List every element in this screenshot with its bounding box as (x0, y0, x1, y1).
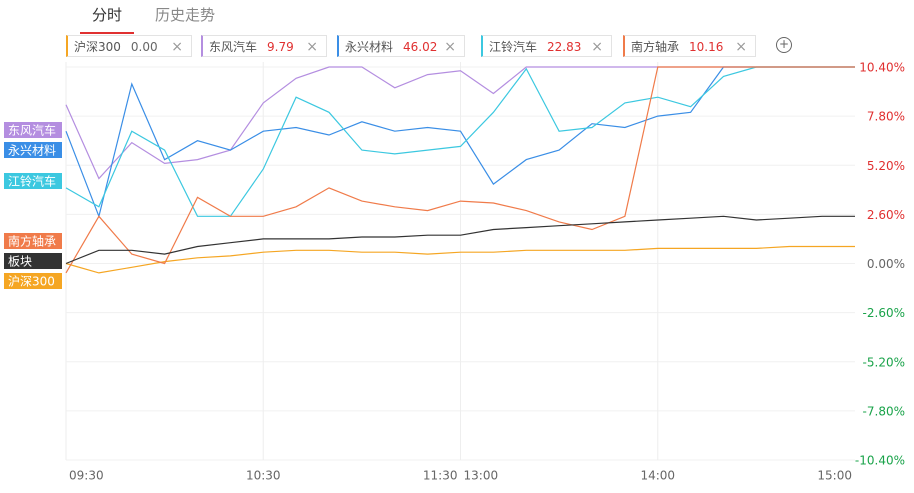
series-tag (4, 173, 62, 189)
x-tick-label: 13:00 (464, 469, 499, 483)
y-tick-label: 10.40% (859, 61, 905, 75)
legend-name: 东风汽车 (209, 40, 258, 54)
legend-item: 沪深300 0.00 × (66, 35, 192, 57)
series-line (65, 66, 855, 217)
series-tag (4, 253, 62, 269)
x-tick-label: 09:30 (69, 469, 104, 483)
series-tag (4, 142, 62, 158)
legend-price: 46.02 (403, 40, 438, 54)
x-tick-label: 11:30 (423, 469, 458, 483)
x-tick-label: 14:00 (640, 469, 675, 483)
legend-item: 江铃汽车 22.83 × (481, 35, 612, 57)
series-tag (4, 273, 62, 289)
series-tag-label: 东风汽车 (8, 123, 56, 138)
series-tag-label: 沪深300 (8, 275, 55, 289)
series-tag-label: 南方轴承 (8, 234, 56, 249)
close-button[interactable]: × (306, 39, 318, 55)
x-tick-label: 10:30 (246, 469, 281, 483)
close-button[interactable]: × (444, 39, 456, 55)
x-tick-label: 15:00 (817, 469, 852, 483)
legend-price: 22.83 (547, 40, 582, 54)
close-button[interactable]: × (735, 39, 747, 55)
y-tick-label: -10.40% (855, 454, 905, 468)
series-line (65, 215, 855, 265)
y-tick-label: -2.60% (863, 306, 905, 320)
y-tick-label: -7.80% (863, 404, 905, 418)
tab[interactable]: 历史走势 (155, 6, 216, 24)
legend-name: 沪深300 (74, 40, 121, 54)
legend-price: 9.79 (267, 40, 294, 54)
close-button[interactable]: × (171, 39, 183, 55)
close-button[interactable]: × (591, 39, 603, 55)
series-tag-label: 江铃汽车 (8, 174, 56, 189)
legend-name: 永兴材料 (345, 40, 394, 54)
legend-item: 东风汽车 9.79 × (201, 35, 327, 57)
series-tag-label: 永兴材料 (8, 144, 56, 158)
y-tick-label: -5.20% (863, 355, 905, 369)
y-tick-label: 7.80% (867, 110, 905, 124)
legend-name: 南方轴承 (631, 40, 680, 54)
legend-price: 10.16 (689, 40, 724, 54)
legend-price: 0.00 (130, 40, 158, 54)
legend-item: 南方轴承 10.16 × (623, 35, 756, 57)
legend-item: 永兴材料 46.02 × (337, 35, 465, 57)
series-line (65, 245, 855, 274)
y-tick-label: 2.60% (867, 208, 905, 222)
series-tag (4, 233, 62, 249)
series-line (65, 66, 855, 274)
add-button[interactable]: + (776, 37, 792, 53)
y-tick-label: 5.20% (867, 159, 905, 173)
series-tag-label: 板块 (8, 255, 32, 269)
series-tag (4, 122, 62, 138)
y-tick-label: 0.00% (867, 257, 905, 271)
tab[interactable]: 分时 (80, 4, 134, 34)
legend-name: 江铃汽车 (489, 40, 538, 54)
